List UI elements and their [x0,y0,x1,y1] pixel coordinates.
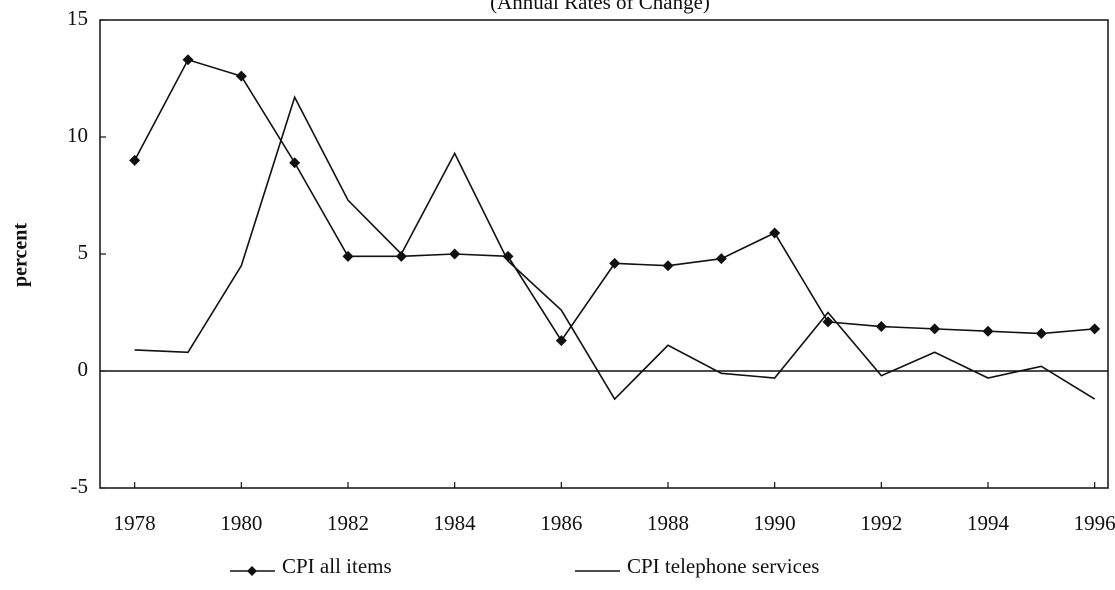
data-point [769,227,781,239]
data-point [929,323,941,335]
x-tick-label: 1996 [1074,511,1115,535]
series-line [134,95,1096,401]
y-tick-label: 15 [67,6,88,30]
y-tick-label: -5 [71,474,89,498]
data-point [609,257,621,269]
y-axis-label: percent [10,223,32,287]
y-tick-label: 5 [78,240,89,264]
series-line [133,58,1095,343]
x-tick-label: 1988 [647,511,689,535]
x-tick-label: 1994 [967,511,1010,535]
y-tick-label: 0 [78,357,89,381]
data-point [875,321,887,333]
data-point [822,316,834,328]
data-point [449,248,461,260]
y-tick-label: 10 [67,123,88,147]
x-tick-label: 1980 [220,511,262,535]
data-point [982,325,994,337]
chart-subtitle: (Annual Rates of Change) [490,0,710,14]
legend-marker [247,566,257,576]
x-tick-label: 1978 [114,511,156,535]
data-point [235,70,247,82]
x-tick-label: 1986 [540,511,582,535]
plot-frame [99,19,1109,489]
data-point [129,154,141,166]
data-point [662,260,674,272]
x-tick-label: 1992 [860,511,902,535]
data-point [555,335,567,347]
data-point [182,54,194,66]
data-point [715,253,727,265]
data-point [502,250,514,262]
data-point [342,250,354,262]
data-point [1035,328,1047,340]
data-point [395,250,407,262]
legend-label: CPI telephone services [627,554,819,578]
data-point [289,157,301,169]
x-tick-label: 1990 [754,511,796,535]
x-tick-label: 1982 [327,511,369,535]
x-tick-label: 1984 [434,511,477,535]
legend-label: CPI all items [282,554,392,578]
data-point [1089,323,1101,335]
